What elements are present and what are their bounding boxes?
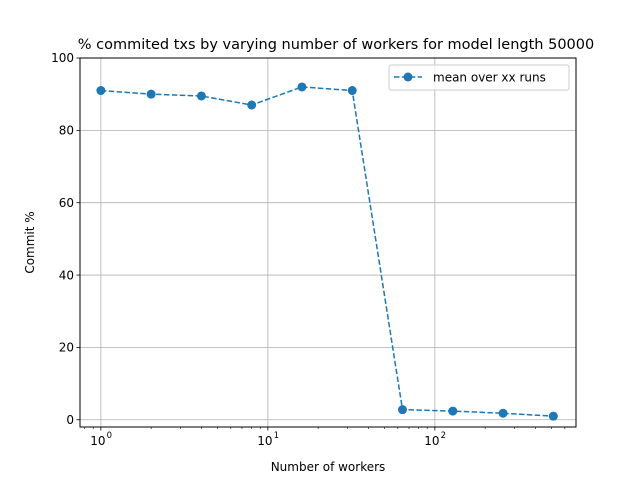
data-point [96,86,106,96]
x-tick-label: 10 [90,434,105,448]
x-axis-label: Number of workers [271,460,386,474]
y-tick-label: 100 [51,51,74,65]
series [96,82,558,421]
x-tick-exponent: 2 [441,431,446,441]
data-point [448,406,458,416]
y-tick-label: 0 [66,413,74,427]
legend-marker [403,72,413,82]
y-tick-label: 80 [59,124,74,138]
data-point [498,408,508,418]
data-point [247,100,257,110]
legend-entry-label: mean over xx runs [433,71,546,85]
y-tick-label: 60 [59,196,74,210]
data-point [397,405,407,415]
x-tick-label: 10 [424,434,439,448]
y-axis-label: Commit % [23,211,37,273]
series-line [100,86,554,417]
legend: mean over xx runs [388,64,570,91]
x-tick-label: 10 [257,434,272,448]
data-point [196,91,206,101]
chart-title: % commited txs by varying number of work… [78,37,594,53]
x-tick-exponent: 1 [274,431,279,441]
legend-box [388,64,570,91]
data-point [548,411,558,421]
grid [80,57,576,427]
y-tick-label: 20 [59,341,74,355]
data-point [297,82,307,92]
data-point [347,86,357,96]
data-point [146,89,156,99]
x-tick-exponent: 0 [107,431,112,441]
y-tick-label: 40 [59,268,74,282]
plot-frame [79,57,577,428]
